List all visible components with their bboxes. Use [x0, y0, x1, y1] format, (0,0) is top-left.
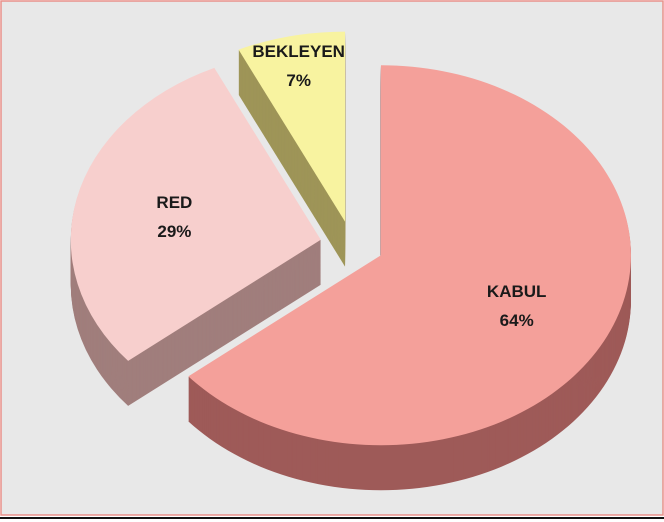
slices: [70, 31, 631, 446]
slice-category: BEKLEYEN: [252, 42, 345, 61]
slice: [188, 65, 631, 446]
slice-category: RED: [156, 193, 192, 212]
slice-value-label: 7%: [286, 71, 311, 90]
slice: [70, 67, 321, 361]
slice-value-label: 64%: [500, 311, 534, 330]
slice-label: RED 29%: [156, 193, 192, 241]
slice-value-label: 29%: [157, 222, 191, 241]
slice-label: BEKLEYEN 7%: [252, 42, 345, 90]
labels: KABUL 64% RED 29% BEKLEYEN 7%: [156, 42, 546, 330]
slice-label: KABUL 64%: [487, 282, 547, 330]
slice-category: KABUL: [487, 282, 547, 301]
slice: [238, 31, 346, 222]
